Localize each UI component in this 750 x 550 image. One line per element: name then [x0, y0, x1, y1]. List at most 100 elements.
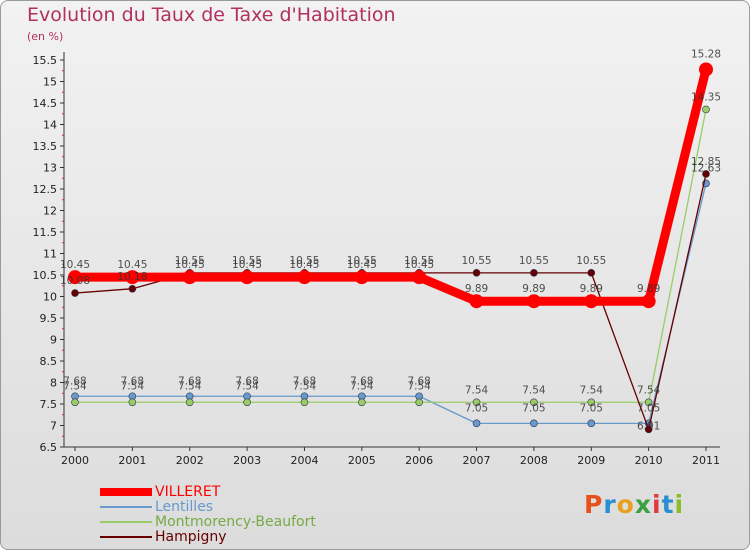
- x-tick-label: 2000: [61, 454, 89, 467]
- logo-letter: r: [603, 490, 617, 519]
- legend-label-montmorency-beaufort: Montmorency-Beaufort: [155, 514, 316, 530]
- data-point-hampigny: [472, 269, 481, 277]
- logo-letter: i: [674, 490, 685, 519]
- data-point-montmorency-beaufort: [702, 105, 710, 114]
- legend-swatch-lentilles: [100, 506, 152, 508]
- x-tick-label: 2002: [176, 454, 204, 467]
- y-tick-label: 7: [50, 420, 57, 433]
- data-point-montmorency-beaufort: [300, 398, 309, 407]
- y-tick-label: 13.5: [33, 140, 58, 153]
- data-point-villeret: [699, 62, 713, 77]
- data-label-lentilles: 7.05: [522, 402, 545, 414]
- data-label-villeret: 10.45: [347, 259, 377, 271]
- y-tick-label: 14: [43, 119, 57, 132]
- data-label-montmorency-beaufort: 7.54: [63, 380, 87, 392]
- data-point-montmorency-beaufort: [358, 398, 366, 407]
- data-point-montmorency-beaufort: [128, 398, 137, 407]
- legend-swatch-villeret: [100, 488, 152, 496]
- data-label-hampigny: 12.85: [691, 156, 721, 168]
- data-label-lentilles: 7.05: [465, 402, 488, 414]
- data-point-hampigny: [702, 170, 710, 178]
- data-point-hampigny: [71, 289, 79, 297]
- legend-swatch-montmorency-beaufort: [100, 521, 152, 523]
- data-point-montmorency-beaufort: [185, 398, 194, 407]
- data-label-villeret: 15.28: [691, 48, 721, 60]
- data-label-lentilles: 7.68: [235, 375, 258, 387]
- data-label-montmorency-beaufort: 14.35: [691, 91, 721, 103]
- y-tick-label: 9.5: [40, 312, 58, 325]
- y-tick-label: 12.5: [33, 183, 58, 196]
- legend-label-lentilles: Lentilles: [155, 499, 214, 515]
- data-label-villeret: 10.45: [232, 259, 262, 271]
- x-tick-label: 2005: [348, 454, 376, 467]
- data-label-hampigny: 10.55: [289, 255, 319, 267]
- data-label-villeret: 9.89: [637, 283, 660, 295]
- y-tick-label: 10.5: [33, 269, 58, 282]
- data-point-montmorency-beaufort: [71, 398, 79, 407]
- data-label-hampigny: 10.55: [347, 255, 377, 267]
- y-tick-label: 14.5: [33, 97, 58, 110]
- y-tick-label: 12: [43, 205, 57, 218]
- data-label-lentilles: 12.63: [691, 162, 721, 174]
- data-label-hampigny: 10.08: [60, 275, 90, 287]
- data-point-villeret: [354, 270, 369, 285]
- x-tick-label: 2004: [290, 454, 318, 467]
- data-label-lentilles: 7.68: [293, 375, 316, 387]
- x-tick-label: 2009: [577, 454, 605, 467]
- data-point-hampigny: [587, 269, 596, 277]
- data-label-montmorency-beaufort: 7.54: [465, 384, 489, 396]
- data-label-lentilles: 7.05: [637, 402, 660, 414]
- x-tick-label: 2007: [463, 454, 491, 467]
- y-tick-label: 15: [43, 76, 57, 89]
- x-tick-label: 2010: [635, 454, 663, 467]
- x-tick-label: 2008: [520, 454, 548, 467]
- series-line-lentilles: [74, 182, 707, 425]
- data-label-villeret: 9.89: [522, 283, 545, 295]
- data-point-montmorency-beaufort: [243, 398, 251, 407]
- x-tick-label: 2003: [233, 454, 261, 467]
- data-point-villeret: [584, 294, 599, 309]
- data-point-montmorency-beaufort: [472, 398, 481, 407]
- data-point-villeret: [641, 294, 656, 309]
- y-tick-label: 15.5: [33, 54, 58, 67]
- data-label-villeret: 10.45: [60, 259, 90, 271]
- data-point-montmorency-beaufort: [644, 398, 653, 407]
- data-label-villeret: 10.45: [117, 259, 147, 271]
- data-point-lentilles: [530, 419, 538, 428]
- data-point-montmorency-beaufort: [587, 398, 596, 407]
- data-point-montmorency-beaufort: [415, 398, 423, 407]
- legend-label-villeret: VILLERET: [155, 484, 221, 500]
- data-label-hampigny: 10.55: [175, 255, 205, 267]
- logo-letter: o: [616, 490, 635, 519]
- data-label-villeret: 10.45: [175, 259, 205, 271]
- data-label-montmorency-beaufort: 7.54: [235, 380, 259, 392]
- series-line-villeret: [70, 64, 711, 306]
- y-tick-label: 13: [43, 162, 57, 175]
- legend-swatch-hampigny: [100, 536, 152, 538]
- y-axis-unit: (en %): [27, 30, 64, 43]
- data-label-hampigny: 6.91: [637, 420, 660, 432]
- data-label-hampigny: 10.55: [519, 255, 549, 267]
- legend-label-hampigny: Hampigny: [155, 529, 227, 545]
- data-point-villeret: [125, 270, 140, 285]
- x-tick-label: 2001: [118, 454, 146, 467]
- logo-letter: P: [584, 490, 604, 519]
- data-label-montmorency-beaufort: 7.54: [522, 384, 546, 396]
- data-label-villeret: 9.89: [465, 283, 488, 295]
- y-tick-label: 8: [50, 377, 57, 390]
- x-tick-label: 2006: [405, 454, 433, 467]
- data-point-hampigny: [644, 425, 653, 434]
- data-point-hampigny: [530, 269, 538, 277]
- data-point-villeret: [469, 294, 484, 309]
- data-label-lentilles: 7.68: [121, 375, 144, 387]
- data-point-villeret: [297, 270, 312, 285]
- data-point-lentilles: [472, 419, 481, 428]
- data-label-hampigny: 10.55: [462, 255, 492, 267]
- data-point-lentilles: [587, 419, 596, 428]
- y-tick-label: 11.5: [33, 226, 58, 239]
- data-label-lentilles: 7.68: [178, 375, 201, 387]
- data-label-montmorency-beaufort: 7.54: [637, 384, 661, 396]
- y-tick-label: 9: [50, 334, 57, 347]
- data-label-montmorency-beaufort: 7.54: [293, 380, 317, 392]
